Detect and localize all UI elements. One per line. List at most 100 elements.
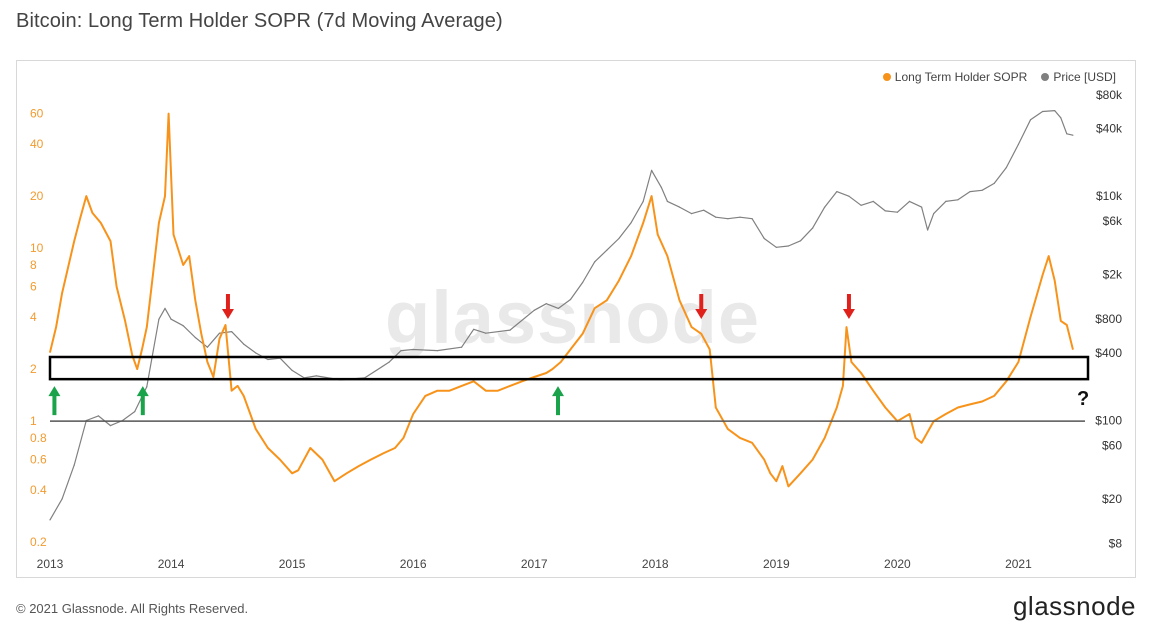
sopr-point bbox=[872, 390, 874, 392]
sopr-point bbox=[267, 447, 269, 449]
y-left-tick-label: 10 bbox=[30, 241, 44, 255]
price-point bbox=[164, 307, 166, 309]
sopr-point bbox=[1017, 361, 1020, 363]
price-point bbox=[49, 519, 51, 521]
price-point bbox=[884, 210, 886, 212]
sopr-point bbox=[1029, 316, 1032, 318]
price-point bbox=[981, 189, 983, 191]
price-point bbox=[194, 336, 196, 339]
chart-frame bbox=[16, 60, 1136, 578]
sopr-point bbox=[993, 395, 995, 397]
price-point bbox=[218, 332, 221, 334]
y-right-tick-label: $2k bbox=[1103, 268, 1123, 282]
sopr-point bbox=[79, 217, 81, 219]
sopr-point bbox=[606, 299, 608, 301]
price-series-line bbox=[49, 109, 1074, 521]
price-point bbox=[315, 375, 317, 377]
sopr-point bbox=[569, 348, 572, 351]
watermark: glassnode bbox=[385, 276, 760, 359]
sopr-point bbox=[920, 442, 923, 444]
sopr-point bbox=[479, 385, 481, 387]
sopr-point bbox=[61, 292, 63, 294]
sopr-point bbox=[1042, 274, 1044, 276]
green-up-arrow-head bbox=[136, 386, 149, 397]
price-point bbox=[945, 200, 947, 202]
y-left-tick-label: 8 bbox=[30, 258, 37, 272]
price-point bbox=[1017, 143, 1020, 145]
sopr-point bbox=[345, 472, 348, 474]
sopr-point bbox=[146, 326, 148, 328]
sopr-point bbox=[824, 437, 826, 439]
sopr-point bbox=[100, 222, 102, 224]
price-point bbox=[97, 415, 100, 417]
price-point bbox=[787, 245, 790, 247]
sopr-point bbox=[200, 333, 202, 335]
sopr-point bbox=[690, 326, 693, 328]
y-left-tick-label: 0.6 bbox=[30, 453, 47, 467]
sopr-point bbox=[460, 385, 463, 387]
sopr-point bbox=[957, 406, 959, 409]
legend-swatch-price bbox=[1041, 73, 1050, 81]
sopr-point bbox=[812, 458, 814, 461]
green-up-arrow-head bbox=[48, 386, 61, 397]
price-point bbox=[61, 498, 63, 500]
y-left-tick-label: 40 bbox=[30, 137, 44, 151]
y-right-tick-label: $400 bbox=[1095, 346, 1122, 360]
price-point bbox=[1072, 134, 1074, 136]
price-point bbox=[715, 216, 717, 218]
sopr-point bbox=[182, 264, 184, 266]
highlight-band-label: ? bbox=[1077, 388, 1089, 410]
price-point bbox=[545, 303, 547, 305]
sopr-point bbox=[424, 395, 426, 397]
sopr-point bbox=[194, 299, 196, 301]
price-point bbox=[933, 212, 935, 215]
price-point bbox=[993, 182, 995, 185]
price-point bbox=[1066, 133, 1068, 135]
price-point bbox=[255, 352, 257, 354]
sopr-point bbox=[297, 469, 299, 471]
sopr-point bbox=[1072, 348, 1074, 351]
x-tick-label: 2013 bbox=[37, 557, 64, 571]
green-up-arrow-head bbox=[552, 386, 564, 397]
legend-item-price[interactable]: Price [USD] bbox=[1041, 70, 1116, 84]
sopr-point bbox=[394, 447, 396, 449]
y-left-tick-label: 2 bbox=[30, 362, 37, 376]
price-point bbox=[927, 229, 929, 231]
x-tick-label: 2018 bbox=[642, 557, 669, 571]
price-point bbox=[267, 358, 269, 361]
y-left-tick-label: 1 bbox=[30, 414, 37, 428]
y-left-tick-label: 6 bbox=[30, 280, 37, 294]
price-point bbox=[460, 346, 463, 348]
sopr-point bbox=[781, 465, 783, 467]
sopr-point bbox=[727, 428, 729, 430]
y-right-tick-label: $20 bbox=[1102, 492, 1122, 506]
sopr-point bbox=[321, 458, 323, 461]
sopr-point bbox=[188, 255, 190, 257]
price-point bbox=[606, 249, 608, 251]
price-point bbox=[158, 318, 160, 320]
sopr-point bbox=[1048, 255, 1050, 257]
price-point bbox=[206, 346, 208, 348]
x-tick-label: 2020 bbox=[884, 557, 911, 571]
sopr-point bbox=[402, 437, 405, 439]
legend-item-sopr[interactable]: Long Term Holder SOPR bbox=[882, 70, 1027, 84]
price-point bbox=[182, 325, 184, 327]
sopr-point bbox=[1054, 279, 1056, 282]
sopr-point bbox=[473, 380, 475, 382]
red-down-arrow-head bbox=[221, 309, 234, 319]
sopr-point bbox=[533, 376, 535, 378]
price-point bbox=[872, 200, 874, 202]
sopr-point bbox=[91, 212, 93, 214]
sopr-point bbox=[521, 380, 523, 382]
sopr-point bbox=[243, 395, 245, 397]
price-point bbox=[836, 190, 838, 193]
sopr-point bbox=[630, 255, 632, 257]
sopr-point bbox=[642, 222, 644, 224]
sopr-point bbox=[836, 406, 838, 409]
x-tick-label: 2015 bbox=[279, 557, 306, 571]
sopr-point bbox=[715, 406, 717, 409]
sopr-point bbox=[218, 338, 221, 340]
price-point bbox=[727, 218, 729, 220]
price-point bbox=[1029, 119, 1032, 121]
y-left-tick-label: 20 bbox=[30, 189, 44, 203]
